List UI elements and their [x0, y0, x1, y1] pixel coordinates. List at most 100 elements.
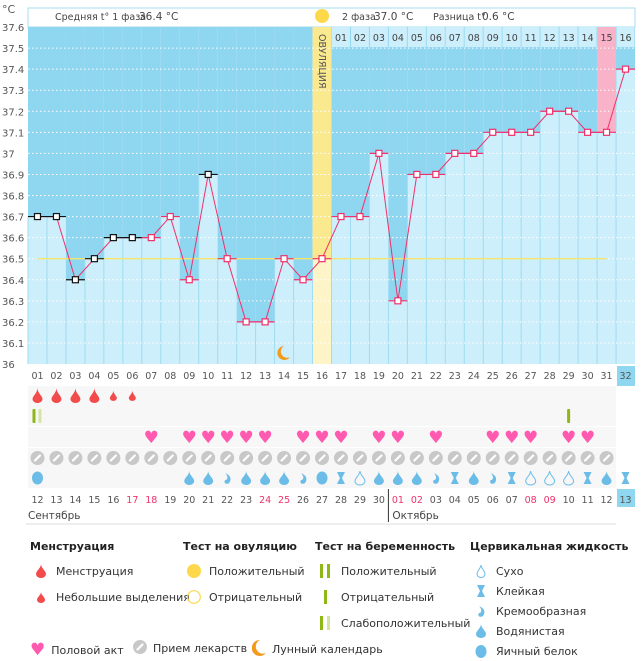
temperature-point	[280, 255, 288, 263]
temperature-point	[356, 212, 364, 221]
date-label: 11	[582, 495, 594, 506]
temperature-point	[375, 149, 383, 157]
temperature-point	[508, 128, 516, 136]
heart-icon: ♥	[371, 428, 386, 448]
pill-slash	[337, 454, 345, 462]
phase2-day-label: 11	[525, 33, 537, 44]
current-date-highlight	[617, 489, 635, 507]
dry-icon	[544, 470, 556, 486]
sticky-icon	[450, 472, 459, 484]
temperature-bar	[483, 132, 503, 364]
temperature-point	[128, 234, 136, 242]
pill-slash	[128, 454, 136, 462]
phase2-day-cell	[521, 27, 540, 47]
cycle-day-label: 01	[31, 371, 43, 382]
legend-item: Сухо	[496, 564, 524, 578]
date-label: 07	[506, 495, 518, 506]
heart-icon: ♥	[504, 428, 519, 448]
spotting-drop-icon	[30, 591, 52, 603]
month-label: Сентябрь	[28, 510, 80, 522]
pill-slash	[166, 454, 174, 462]
date-label: 08	[525, 495, 537, 506]
date-label: 05	[468, 495, 480, 506]
month-label: Октябрь	[392, 510, 438, 522]
date-label: 04	[449, 495, 461, 506]
phase2-day-cell	[483, 27, 502, 47]
phase2-value: 37.0 °C	[374, 11, 413, 23]
cycle-day-label: 13	[259, 371, 271, 382]
heart-icon: ♥	[257, 428, 272, 448]
pill-slash	[242, 454, 250, 462]
y-tick-label: 37.5	[2, 44, 24, 55]
phase2-day-cell	[388, 27, 407, 47]
menstruation-icon	[70, 388, 81, 403]
phase2-day-label: 12	[544, 33, 556, 44]
temperature-bar	[388, 300, 408, 364]
pill-slash	[508, 454, 516, 462]
phase2-day-cell	[616, 27, 635, 47]
phase2-day-label: 06	[430, 33, 442, 44]
pill-slash	[185, 454, 193, 462]
cycle-day-label: 10	[202, 371, 214, 382]
cycle-day-label: 21	[411, 371, 423, 382]
temperature-point	[565, 107, 573, 115]
legend-item: Яичный белок	[496, 644, 578, 658]
row-bg	[28, 427, 617, 447]
temperature-point	[147, 234, 155, 242]
negative-circle-icon	[183, 590, 205, 604]
date-label: 15	[88, 495, 100, 506]
creamy-icon	[470, 604, 492, 618]
heart-icon: ♥	[182, 428, 197, 448]
legend-item: Водянистая	[496, 624, 565, 638]
menstruation-icon	[89, 388, 100, 403]
cycle-day-label: 26	[506, 371, 518, 382]
legend-item: Положительный	[209, 564, 305, 578]
dry-icon	[525, 470, 537, 486]
date-label: 27	[316, 495, 328, 506]
cycle-day-label: 29	[563, 371, 575, 382]
temperature-point	[413, 170, 421, 179]
watery-icon	[392, 471, 403, 485]
legend-moon: Лунный календарь	[251, 639, 383, 659]
pill-slash	[261, 454, 269, 462]
watery-icon	[411, 471, 422, 485]
pill-slash	[394, 454, 402, 462]
y-tick-label: 36.9	[2, 170, 24, 181]
spotting-icon	[128, 390, 136, 401]
temperature-point	[583, 128, 592, 136]
cycle-day-label: 30	[582, 371, 594, 382]
phase2-day-label: 03	[373, 33, 385, 44]
watery-icon	[241, 471, 252, 485]
temperature-bar	[502, 132, 522, 364]
date-label: 26	[297, 495, 309, 506]
ovulation-sun-icon	[315, 9, 330, 23]
moon-icon	[251, 639, 266, 659]
y-tick-label: 37.3	[2, 86, 24, 97]
temperature-point	[318, 255, 326, 263]
cycle-day-label: 16	[316, 371, 328, 382]
heart-icon: ♥	[220, 428, 235, 448]
phase2-day-cell	[445, 27, 464, 47]
temperature-bar	[407, 174, 427, 364]
y-tick-label: 37.4	[2, 65, 24, 76]
phase2-day-label: 10	[506, 33, 518, 44]
pill-slash	[602, 454, 611, 462]
pill-slash	[147, 454, 155, 462]
dry-icon	[470, 564, 492, 578]
date-label: 10	[563, 495, 575, 506]
pill-slash	[527, 454, 535, 462]
watery-icon	[260, 471, 271, 485]
cycle-day-label: 23	[449, 371, 461, 382]
temperature-point	[261, 318, 269, 326]
egg-white-icon	[31, 471, 43, 485]
heart-icon: ♥	[201, 428, 216, 448]
pill-slash	[280, 454, 288, 462]
creamy-icon	[490, 473, 497, 484]
legend-item: Клейкая	[496, 584, 545, 598]
cycle-day-label: 04	[88, 371, 100, 382]
temperature-point	[90, 255, 98, 263]
pill-slash	[470, 454, 478, 462]
legend-item: Отрицательный	[209, 590, 303, 604]
phase2-day-label: 08	[468, 33, 480, 44]
date-label: 09	[544, 495, 556, 506]
